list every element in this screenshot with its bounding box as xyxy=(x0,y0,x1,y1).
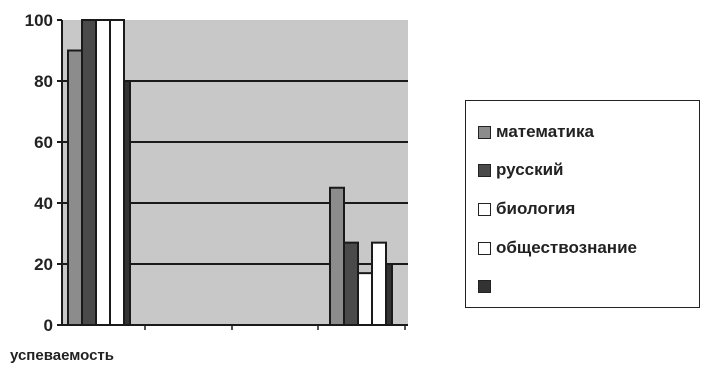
x-axis: успеваемость xyxy=(10,324,408,364)
y-tick-label-3: 60 xyxy=(34,133,53,152)
y-tick-label-1: 20 xyxy=(34,255,53,274)
x-category-label-0: успеваемость xyxy=(10,347,114,364)
legend-swatch-biology xyxy=(478,202,491,216)
bar-series-4-cat-1 xyxy=(385,263,393,326)
bar-series-0-cat-0 xyxy=(67,49,83,326)
legend-item-math: математика xyxy=(478,121,594,143)
legend-label-social: обществознание xyxy=(496,238,637,257)
y-tick-label-5: 100 xyxy=(25,11,53,30)
y-tick-label-2: 40 xyxy=(34,194,53,213)
legend-swatch-unnamed xyxy=(478,279,491,293)
legend-item-biology: биология xyxy=(478,198,575,220)
bar-series-2-cat-1 xyxy=(357,272,373,326)
bars xyxy=(67,19,393,326)
legend-swatch-russian xyxy=(478,163,491,177)
legend-item-russian: русский xyxy=(478,159,564,181)
legend-label-math: математика xyxy=(496,122,594,141)
legend-item-social: обществознание xyxy=(478,237,637,259)
bar-series-4-cat-0 xyxy=(123,80,131,326)
y-axis: 0 20 40 60 80 100 xyxy=(25,11,63,335)
legend-swatch-math xyxy=(478,125,491,139)
legend-label-russian: русский xyxy=(496,160,564,179)
bar-series-0-cat-1 xyxy=(329,186,345,326)
legend: математика русский биология обществознан… xyxy=(465,100,700,308)
y-tick-label-4: 80 xyxy=(34,72,53,91)
bar-series-2-cat-0 xyxy=(95,19,111,326)
legend-item-unnamed xyxy=(478,275,496,297)
bar-series-1-cat-0 xyxy=(81,19,97,326)
y-tick-label-0: 0 xyxy=(44,316,53,335)
bar-series-3-cat-1 xyxy=(371,241,387,326)
bar-series-3-cat-0 xyxy=(109,19,125,326)
legend-swatch-social xyxy=(478,241,491,255)
bar-series-1-cat-1 xyxy=(343,241,359,326)
legend-label-biology: биология xyxy=(496,199,576,218)
